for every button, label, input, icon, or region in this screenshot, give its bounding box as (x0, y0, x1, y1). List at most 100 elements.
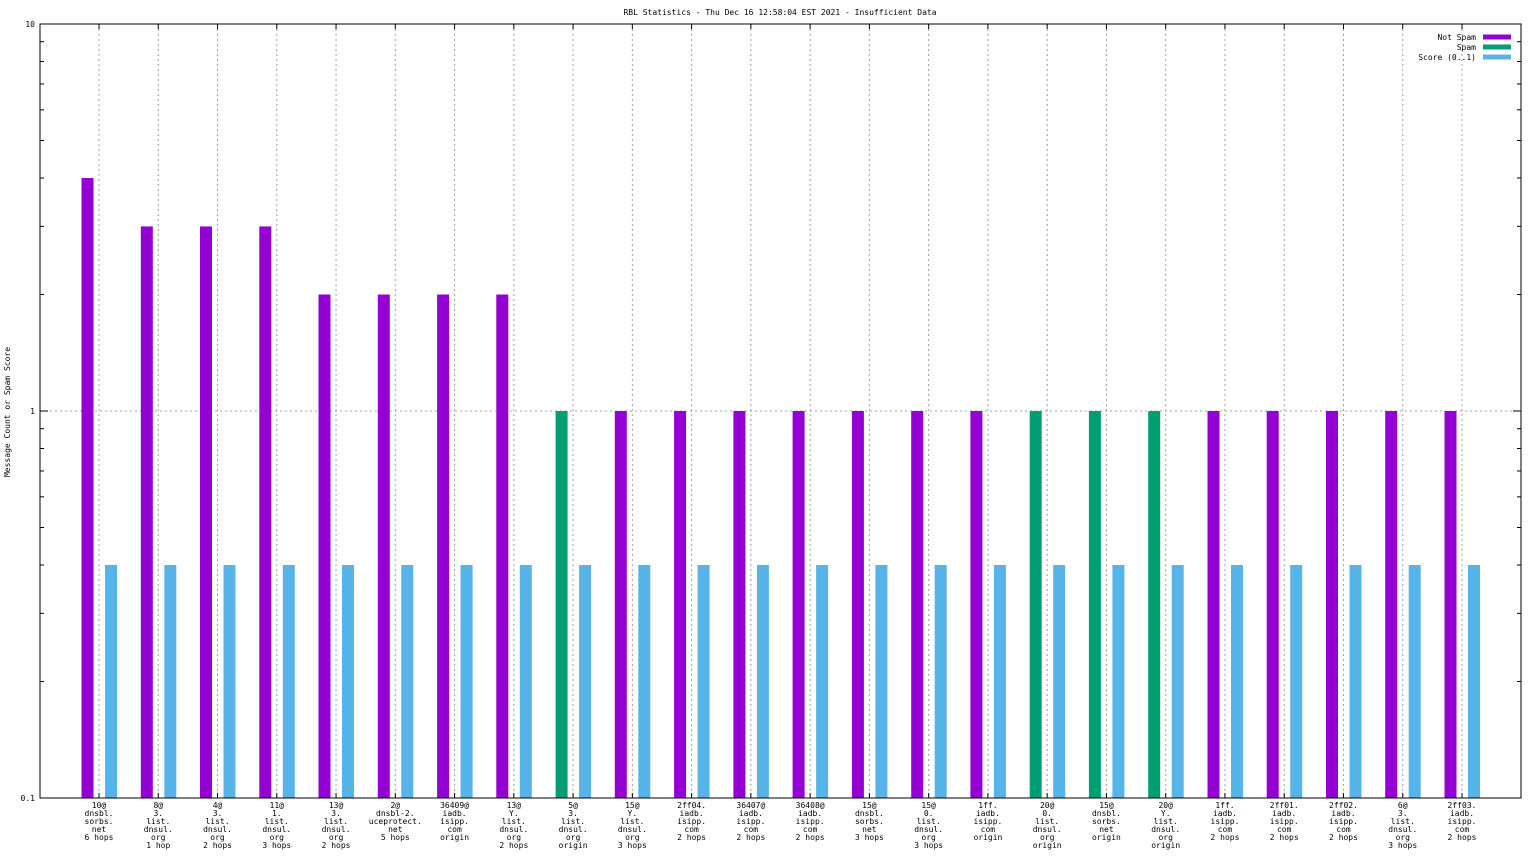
x-tick-label-line: com (684, 825, 699, 834)
x-tick-label-line: isipp. (677, 817, 706, 826)
bar-score-0-1-0 (105, 565, 117, 798)
x-tick-label-line: 2 hops (1329, 833, 1358, 842)
x-tick-label-line: sorbs. (85, 817, 114, 826)
bar-spam-18 (1148, 411, 1161, 798)
x-tick-label-line: 6@ (1398, 801, 1408, 810)
x-tick-label-line: net (862, 825, 877, 834)
x-tick-label-line: 15@ (862, 801, 877, 810)
x-tick-label-line: dnsbl-2. (376, 809, 415, 818)
x-tick-label-line: list. (620, 817, 644, 826)
x-tick-label-line: 13@ (329, 801, 344, 810)
legend-entry: Spam (1457, 43, 1511, 52)
x-tick-label-line: org (210, 833, 225, 842)
bar-score-0-1-20 (1290, 565, 1303, 798)
x-tick-label-line: com (744, 825, 759, 834)
x-tick-label-line: dnsul. (1151, 825, 1180, 834)
x-tick-label-line: dnsul. (144, 825, 173, 834)
x-tick-label-line: net (1099, 825, 1114, 834)
x-tick-label-line: 20@ (1158, 801, 1173, 810)
bar-not-spam-12 (792, 411, 805, 798)
x-tick-label-line: 2ff04. (677, 801, 706, 810)
y-tick-labels: 10 1 0.1 (21, 20, 36, 803)
x-tick-label-line: 2 hops (322, 841, 351, 850)
x-tick-label-line: org (921, 833, 936, 842)
x-tick-label-line: Y. (628, 809, 638, 818)
y-tick-label: 0.1 (21, 794, 36, 803)
x-tick-label-line: iadb. (739, 809, 763, 818)
x-tick-label-line: 2 hops (203, 841, 232, 850)
bar-not-spam-9 (614, 411, 627, 798)
bar-not-spam-6 (437, 294, 450, 798)
bar-score-0-1-15 (993, 565, 1006, 798)
x-tick-label-line: 4@ (213, 801, 223, 810)
x-tick-label-line: dnsul. (1033, 825, 1062, 834)
bar-score-0-1-3 (282, 565, 295, 798)
x-tick-label-line: origin (1033, 841, 1062, 850)
x-tick-label-line: list. (561, 817, 585, 826)
x-tick-label-line: sorbs. (855, 817, 884, 826)
legend-swatch (1483, 44, 1511, 50)
bar-not-spam-15 (970, 411, 983, 798)
x-tick-label-line: list. (917, 817, 941, 826)
x-tick-label-line: 3. (213, 809, 223, 818)
y-tick-label: 10 (25, 20, 35, 29)
legend-label: Not Spam (1437, 33, 1476, 42)
legend-label: Spam (1457, 43, 1476, 52)
x-tick-label-line: 3 hops (262, 841, 291, 850)
bar-score-0-1-16 (1053, 565, 1066, 798)
bar-not-spam-2 (200, 226, 212, 798)
x-tick-label-line: 3. (568, 809, 578, 818)
bar-score-0-1-18 (1171, 565, 1184, 798)
x-tick-label-line: list. (1035, 817, 1059, 826)
x-tick-label-line: iadb. (680, 809, 704, 818)
x-tick-label-line: isipp. (1329, 817, 1358, 826)
x-tick-label-line: Y. (509, 809, 519, 818)
x-tick-label-line: iadb. (443, 809, 467, 818)
x-tick-label-line: iadb. (1450, 809, 1474, 818)
bar-not-spam-14 (911, 411, 924, 798)
bar-score-0-1-19 (1231, 565, 1243, 798)
x-tick-label-line: 6 hops (85, 833, 114, 842)
bar-score-0-1-14 (934, 565, 947, 798)
x-tick-label-line: com (1277, 825, 1292, 834)
x-tick-label-line: 1ff. (978, 801, 997, 810)
x-tick-label-line: org (566, 833, 581, 842)
x-tick-label-line: 1 hop (146, 841, 170, 850)
x-tick-label-line: org (1158, 833, 1173, 842)
bar-not-spam-4 (318, 294, 331, 798)
x-tick-label-line: 2 hops (796, 833, 825, 842)
x-tick-label-line: uceprotect. (369, 817, 422, 826)
x-tick-label-line: 36408@ (796, 801, 825, 810)
x-tick-label-line: 0. (924, 809, 934, 818)
x-tick-label-line: org (1040, 833, 1055, 842)
bar-score-0-1-13 (875, 565, 888, 798)
x-tick-label-line: com (981, 825, 996, 834)
legend-label: Score (0..1) (1418, 53, 1476, 62)
x-tick-label-line: 2 hops (1270, 833, 1299, 842)
bar-score-0-1-23 (1468, 565, 1480, 798)
x-tick-label-line: origin (559, 841, 588, 850)
x-tick-label-line: com (1455, 825, 1470, 834)
x-tick-label-line: 15@ (625, 801, 640, 810)
x-tick-label-line: 20@ (1040, 801, 1055, 810)
bar-not-spam-20 (1266, 411, 1279, 798)
x-tick-label-line: com (447, 825, 462, 834)
x-tick-label-line: dnsul. (262, 825, 291, 834)
x-tick-label-line: iadb. (1331, 809, 1355, 818)
x-tick-label-line: isipp. (796, 817, 825, 826)
bar-score-0-1-1 (164, 565, 177, 798)
x-tick-label-line: isipp. (1448, 817, 1477, 826)
y-axis-label: Message Count or Spam Score (3, 347, 12, 477)
x-tick-label-line: list. (324, 817, 348, 826)
